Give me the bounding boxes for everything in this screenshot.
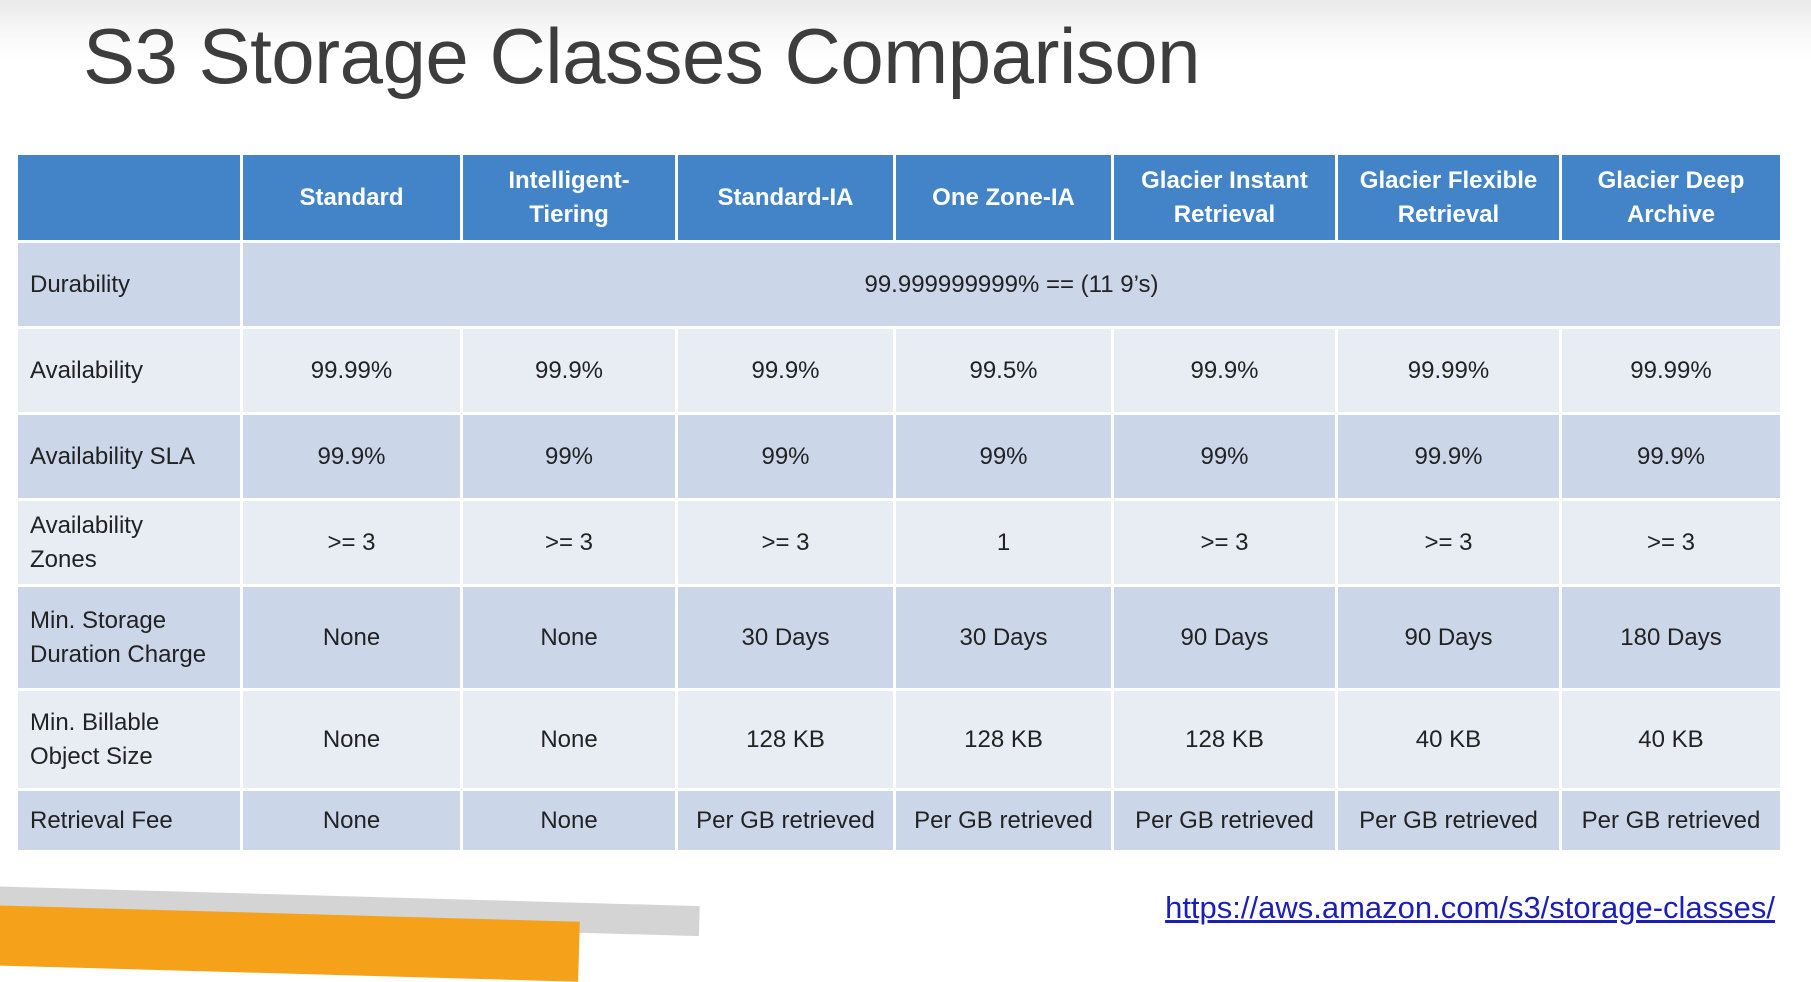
- table-cell: None: [460, 788, 678, 853]
- table-row-durability: Durability 99.999999999% == (11 9’s): [15, 240, 1783, 329]
- column-header-intelligent-tiering: Intelligent- Tiering: [460, 152, 678, 243]
- table-cell: >= 3: [675, 498, 896, 587]
- header-corner: [15, 152, 243, 243]
- column-header-one-zone-ia: One Zone-IA: [893, 152, 1114, 243]
- table-row-availability-sla: Availability SLA 99.9% 99% 99% 99% 99% 9…: [15, 412, 1783, 501]
- table-cell: Per GB retrieved: [1559, 788, 1783, 853]
- table-cell: 99.9%: [1111, 326, 1338, 415]
- column-header-glacier-flexible-retrieval: Glacier Flexible Retrieval: [1335, 152, 1562, 243]
- table-cell: Per GB retrieved: [893, 788, 1114, 853]
- table-cell: 40 KB: [1335, 688, 1562, 791]
- table-cell: >= 3: [240, 498, 463, 587]
- table-cell: 128 KB: [893, 688, 1114, 791]
- table-cell: 99%: [1111, 412, 1338, 501]
- column-header-glacier-deep-archive: Glacier Deep Archive: [1559, 152, 1783, 243]
- table-row-min-billable-size: Min. Billable Object Size None None 128 …: [15, 688, 1783, 791]
- table-cell: 99.9%: [1335, 412, 1562, 501]
- table-cell: 30 Days: [893, 584, 1114, 691]
- table-cell: 99.9%: [240, 412, 463, 501]
- table-cell: 99.5%: [893, 326, 1114, 415]
- row-label-availability: Availability: [15, 326, 243, 415]
- table-cell: Per GB retrieved: [1111, 788, 1338, 853]
- column-header-standard-ia: Standard-IA: [675, 152, 896, 243]
- table-cell: 99.99%: [1559, 326, 1783, 415]
- table-cell: 99.99%: [1335, 326, 1562, 415]
- column-header-glacier-instant-retrieval: Glacier Instant Retrieval: [1111, 152, 1338, 243]
- table-cell: 128 KB: [675, 688, 896, 791]
- table-cell: 90 Days: [1111, 584, 1338, 691]
- table-cell: None: [460, 688, 678, 791]
- table-row-min-storage-duration: Min. Storage Duration Charge None None 3…: [15, 584, 1783, 691]
- table-cell: 99.99%: [240, 326, 463, 415]
- row-label-min-billable-size: Min. Billable Object Size: [15, 688, 243, 791]
- row-label-durability: Durability: [15, 240, 243, 329]
- table-cell: 99.9%: [675, 326, 896, 415]
- slide-title: S3 Storage Classes Comparison: [83, 12, 1201, 100]
- durability-value: 99.999999999% == (11 9’s): [240, 240, 1783, 329]
- table-cell: Per GB retrieved: [1335, 788, 1562, 853]
- table-row-retrieval-fee: Retrieval Fee None None Per GB retrieved…: [15, 788, 1783, 853]
- table-cell: 99%: [460, 412, 678, 501]
- table-cell: 1: [893, 498, 1114, 587]
- table-cell: 99.9%: [1559, 412, 1783, 501]
- table-cell: None: [240, 584, 463, 691]
- table-cell: 99%: [893, 412, 1114, 501]
- row-label-availability-sla: Availability SLA: [15, 412, 243, 501]
- table-row-availability: Availability 99.99% 99.9% 99.9% 99.5% 99…: [15, 326, 1783, 415]
- storage-classes-table: Standard Intelligent- Tiering Standard-I…: [15, 152, 1783, 853]
- table-cell: 99%: [675, 412, 896, 501]
- table-cell: 40 KB: [1559, 688, 1783, 791]
- table-cell: 99.9%: [460, 326, 678, 415]
- row-label-min-storage-duration: Min. Storage Duration Charge: [15, 584, 243, 691]
- table-cell: >= 3: [1335, 498, 1562, 587]
- table-cell: 180 Days: [1559, 584, 1783, 691]
- storage-classes-link[interactable]: https://aws.amazon.com/s3/storage-classe…: [1165, 890, 1775, 925]
- table-cell: None: [240, 688, 463, 791]
- table-cell: >= 3: [460, 498, 678, 587]
- table-cell: >= 3: [1559, 498, 1783, 587]
- table-cell: 30 Days: [675, 584, 896, 691]
- table-header-row: Standard Intelligent- Tiering Standard-I…: [15, 152, 1783, 243]
- column-header-standard: Standard: [240, 152, 463, 243]
- table-row-availability-zones: Availability Zones >= 3 >= 3 >= 3 1 >= 3…: [15, 498, 1783, 587]
- row-label-availability-zones: Availability Zones: [15, 498, 243, 587]
- table-cell: Per GB retrieved: [675, 788, 896, 853]
- table-cell: 128 KB: [1111, 688, 1338, 791]
- table-cell: None: [240, 788, 463, 853]
- table-cell: >= 3: [1111, 498, 1338, 587]
- row-label-retrieval-fee: Retrieval Fee: [15, 788, 243, 853]
- top-shade: [0, 0, 1811, 60]
- table-cell: None: [460, 584, 678, 691]
- table-cell: 90 Days: [1335, 584, 1562, 691]
